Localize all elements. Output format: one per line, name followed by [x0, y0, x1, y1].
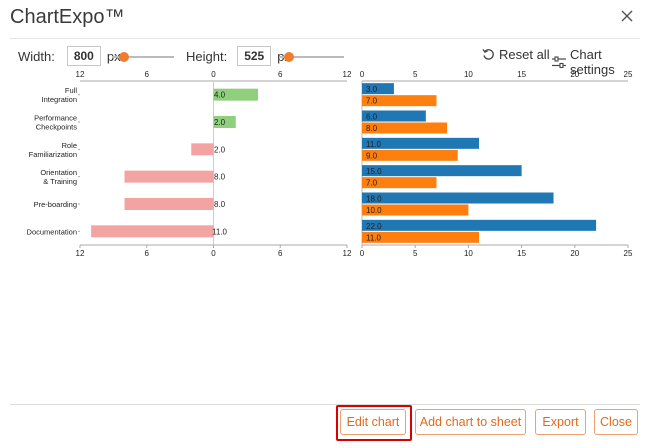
series2-bar [362, 149, 458, 161]
right-top-tick-label: 15 [517, 70, 526, 79]
diverging-bar-value: 8.0 [214, 200, 226, 209]
diverging-bar [124, 170, 214, 183]
category-label: Integration [42, 95, 77, 104]
reset-all-label: Reset all [499, 47, 550, 62]
series1-bar-value: 6.0 [366, 113, 378, 122]
category-label: Role [62, 141, 77, 150]
left-top-tick-label: 12 [343, 70, 352, 79]
right-bottom-tick-label: 20 [570, 249, 579, 258]
width-slider-track[interactable] [112, 56, 174, 58]
series1-bar [362, 83, 394, 95]
right-top-tick-label: 5 [413, 70, 418, 79]
series1-bar-value: 18.0 [366, 195, 382, 204]
right-bottom-tick-label: 15 [517, 249, 526, 258]
height-input[interactable]: 525 [237, 46, 272, 66]
left-top-tick-label: 12 [76, 70, 85, 79]
height-label: Height: [186, 48, 228, 64]
right-bottom-tick-label: 10 [464, 249, 473, 258]
category-label: Performance [34, 114, 77, 123]
reset-all-button[interactable]: Reset all [482, 47, 550, 62]
right-bottom-tick-label: 25 [624, 249, 633, 258]
right-top-tick-label: 20 [570, 70, 579, 79]
category-label: Documentation [27, 227, 77, 236]
diverging-bar-value: 4.0 [214, 91, 226, 100]
edit-chart-highlight [336, 405, 412, 441]
close-button[interactable]: Close [594, 409, 638, 435]
chart-settings-button[interactable]: Chart settings [552, 47, 650, 77]
diverging-bar-value: 2.0 [214, 145, 226, 154]
diverging-bar-value: 2.0 [214, 118, 226, 127]
left-bottom-tick-label: 12 [343, 249, 352, 258]
right-top-tick-label: 0 [360, 70, 365, 79]
series1-bar-value: 22.0 [366, 222, 382, 231]
export-button[interactable]: Export [535, 409, 586, 435]
width-label: Width: [18, 48, 55, 64]
series2-bar [362, 95, 437, 107]
series1-bar [362, 110, 426, 122]
diverging-bar [91, 225, 214, 238]
category-label: Orientation [40, 168, 77, 177]
series2-bar-value: 11.0 [366, 233, 382, 242]
height-slider-handle[interactable] [284, 52, 294, 62]
series2-bar-value: 7.0 [366, 97, 378, 106]
header-divider [10, 38, 640, 39]
series2-bar-value: 8.0 [366, 124, 378, 133]
series1-bar-value: 15.0 [366, 167, 382, 176]
left-bottom-tick-label: 12 [76, 249, 85, 258]
diverging-bar [191, 143, 214, 156]
right-bottom-tick-label: 5 [413, 249, 418, 258]
add-chart-to-sheet-button[interactable]: Add chart to sheet [415, 409, 526, 435]
diverging-bar [124, 198, 214, 210]
series2-bar [362, 204, 469, 216]
footer-divider [10, 404, 640, 405]
series1-bar-value: 11.0 [366, 140, 382, 149]
left-bottom-tick-label: 0 [211, 249, 216, 258]
width-slider-handle[interactable] [119, 52, 129, 62]
diverging-bar-value: 8.0 [214, 173, 226, 182]
diverging-bar-value: 11.0 [212, 227, 228, 236]
series1-bar-value: 3.0 [366, 85, 378, 94]
left-bottom-tick-label: 6 [145, 249, 150, 258]
series2-bar-value: 7.0 [366, 179, 378, 188]
series2-bar [362, 122, 448, 134]
category-label: Pre-boarding [34, 200, 77, 209]
height-control: Height: 525 px [186, 46, 291, 66]
right-top-tick-label: 25 [624, 70, 633, 79]
chart-settings-label: Chart settings [569, 47, 615, 77]
category-label: Checkpoints [36, 123, 78, 132]
left-top-tick-label: 0 [211, 70, 216, 79]
series2-bar-value: 10.0 [366, 206, 382, 215]
series2-bar [362, 231, 480, 243]
left-bottom-tick-label: 6 [278, 249, 283, 258]
series1-bar [362, 137, 480, 149]
left-top-tick-label: 6 [145, 70, 150, 79]
close-icon[interactable] [617, 6, 637, 26]
category-label: Full [65, 86, 77, 95]
category-label: & Training [43, 177, 77, 186]
diverging-bar [213, 88, 258, 101]
sliders-icon [552, 55, 566, 68]
width-input[interactable]: 800 [66, 46, 101, 66]
category-label: Familiarization [29, 150, 77, 159]
right-bottom-tick-label: 0 [360, 249, 365, 258]
series2-bar [362, 177, 437, 189]
diverging-bar [213, 116, 236, 128]
left-top-tick-label: 6 [278, 70, 283, 79]
height-slider-track[interactable] [280, 56, 344, 58]
series1-bar [362, 165, 522, 177]
width-control: Width: 800 px [18, 46, 121, 66]
series1-bar [362, 192, 554, 204]
series1-bar [362, 219, 597, 231]
app-title: ChartExpo™ [10, 6, 125, 28]
edit-chart-button[interactable]: Edit chart [340, 409, 406, 435]
right-top-tick-label: 10 [464, 70, 473, 79]
series2-bar-value: 9.0 [366, 151, 378, 160]
reset-icon [482, 49, 494, 60]
